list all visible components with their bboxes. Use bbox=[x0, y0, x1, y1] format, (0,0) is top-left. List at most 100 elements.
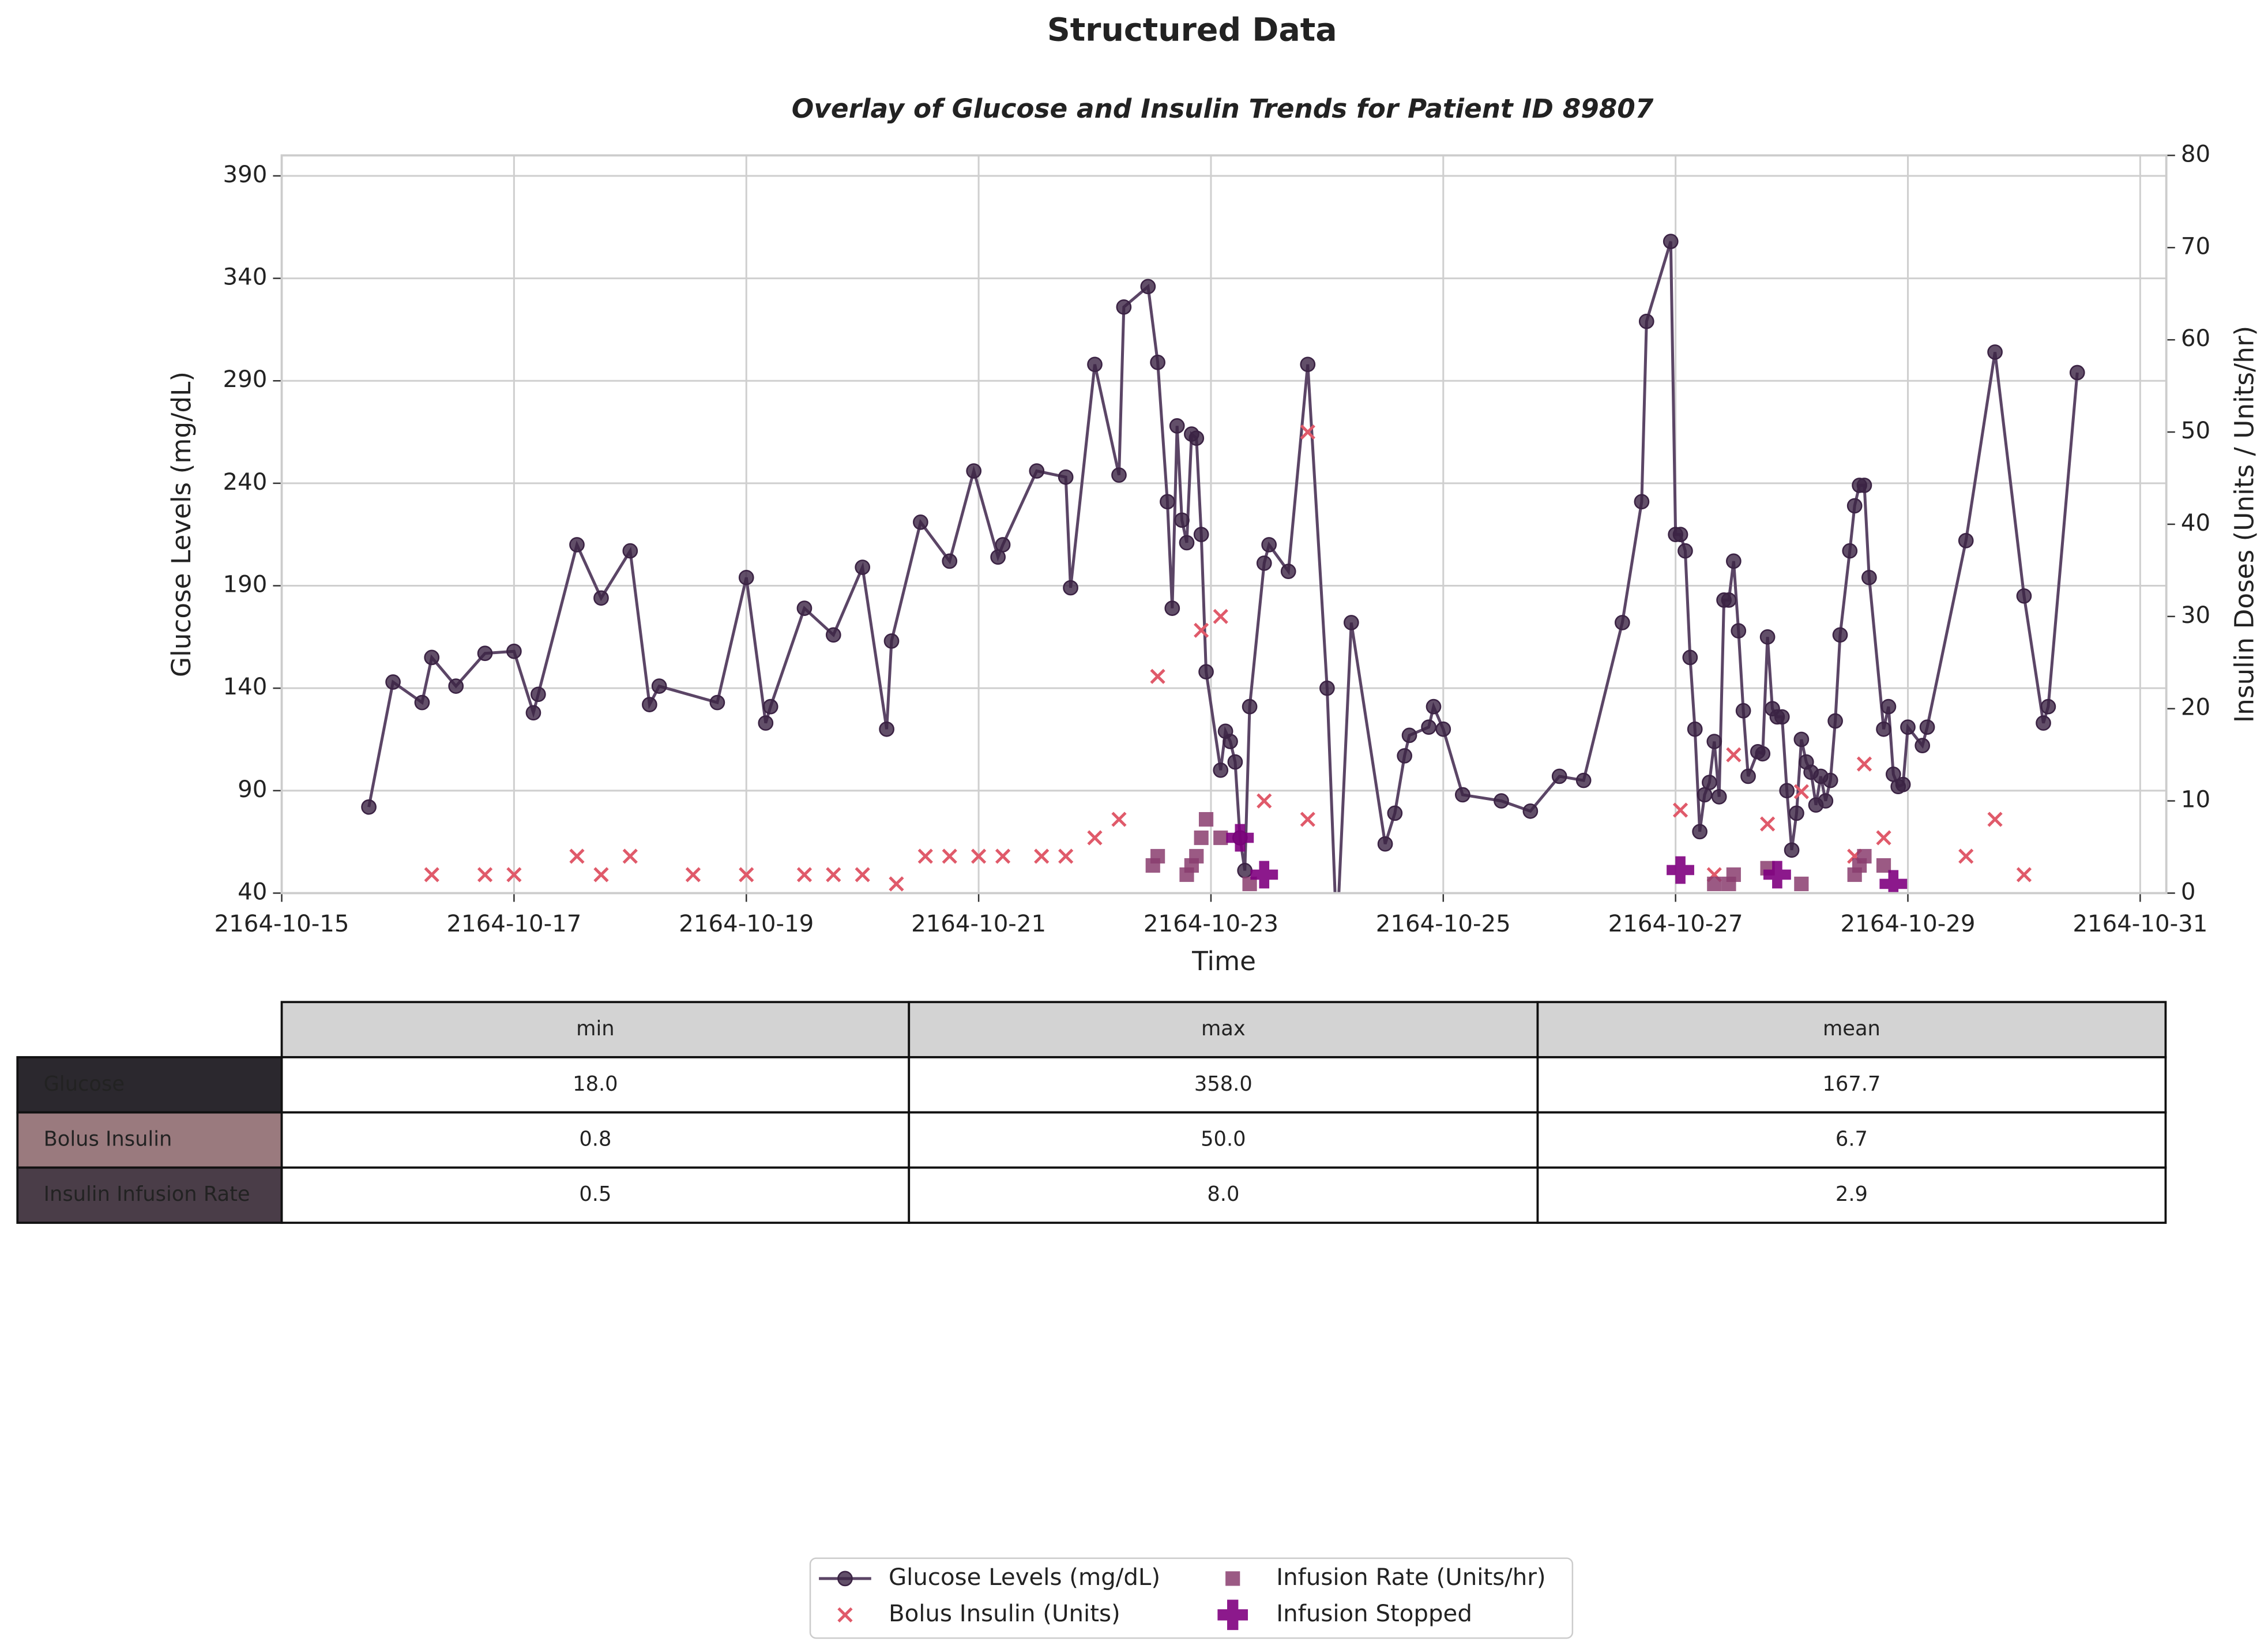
glucose-point bbox=[593, 590, 609, 606]
glucose-point bbox=[1435, 721, 1451, 737]
legend-marker bbox=[837, 1571, 853, 1587]
glucose-point bbox=[1818, 793, 1834, 809]
glucose-point bbox=[1832, 627, 1848, 643]
glucose-point bbox=[651, 678, 667, 694]
glucose-point bbox=[1387, 805, 1403, 821]
bolus-point bbox=[1759, 816, 1776, 832]
glucose-point bbox=[1880, 698, 1897, 715]
y-axis-label: Glucose Levels (mg/dL) bbox=[166, 371, 197, 677]
bolus-point bbox=[942, 848, 957, 864]
bolus-point bbox=[477, 867, 493, 882]
glucose-point bbox=[738, 569, 754, 585]
glucose-point bbox=[1455, 787, 1470, 803]
bolus-point bbox=[1876, 830, 1891, 846]
glucose-point bbox=[1179, 535, 1195, 551]
glucose-point bbox=[1682, 649, 1698, 666]
glucose-point bbox=[1111, 467, 1127, 483]
glucose-point bbox=[1242, 698, 1258, 715]
cell-text: 6.7 bbox=[1836, 1127, 1868, 1151]
glucose-point bbox=[1856, 478, 1872, 493]
bolus-point bbox=[739, 867, 754, 882]
cell-text: 50.0 bbox=[1201, 1127, 1246, 1151]
glucose-point bbox=[825, 627, 841, 643]
glucose-point bbox=[1426, 698, 1442, 715]
table-cell bbox=[1536, 1111, 2167, 1169]
glucose-point bbox=[942, 553, 958, 569]
y2-tick-label: 70 bbox=[2181, 233, 2210, 260]
series-points bbox=[1145, 812, 1891, 892]
infusion-point bbox=[1213, 830, 1228, 846]
glucose-point bbox=[2069, 365, 2085, 381]
table-cell bbox=[1536, 1166, 2167, 1224]
glucose-point bbox=[1188, 430, 1205, 446]
glucose-point bbox=[1822, 772, 1838, 788]
stopped-point bbox=[1250, 861, 1278, 889]
glucose-point bbox=[2016, 588, 2032, 604]
stats-table: min max mean Glucose 18.0 358.0 167.7 Bolus Ins… bbox=[16, 1001, 2167, 1224]
glucose-point bbox=[1029, 463, 1045, 479]
bolus-point bbox=[1150, 668, 1165, 684]
bolus-point bbox=[1111, 812, 1127, 827]
glucose-point bbox=[1793, 731, 1810, 748]
bolus-point bbox=[1213, 608, 1228, 624]
glucose-point bbox=[1160, 494, 1175, 510]
y-tick-label: 240 bbox=[223, 469, 267, 495]
glucose-point bbox=[1842, 543, 1858, 559]
bolus-point bbox=[995, 848, 1011, 864]
glucose-point bbox=[414, 694, 430, 711]
y2-tick-label: 30 bbox=[2181, 602, 2210, 629]
glucose-point bbox=[1213, 762, 1229, 778]
glucose-point bbox=[1261, 537, 1277, 553]
bolus-point bbox=[917, 848, 933, 864]
series-points bbox=[1226, 824, 1908, 893]
glucose-point bbox=[1319, 680, 1335, 696]
glucose-point bbox=[758, 715, 774, 731]
glucose-point bbox=[385, 674, 401, 690]
glucose-point bbox=[1494, 793, 1509, 809]
x-tick-label: 2164-10-23 bbox=[1144, 911, 1278, 937]
glucose-point bbox=[1300, 356, 1316, 373]
glucose-point bbox=[1774, 709, 1790, 725]
glucose-point bbox=[1634, 494, 1650, 510]
x-axis-label: Time bbox=[1191, 946, 1256, 976]
bolus-point bbox=[593, 867, 609, 882]
glucose-point bbox=[477, 645, 493, 662]
row-label-cell bbox=[16, 1166, 283, 1224]
plot bbox=[361, 234, 2085, 893]
infusion-point bbox=[1707, 876, 1722, 892]
glucose-point bbox=[855, 559, 871, 575]
legend-label: Infusion Rate (Units/hr) bbox=[1276, 1564, 1545, 1591]
glucose-point bbox=[622, 543, 638, 559]
glucose-point bbox=[1895, 776, 1911, 792]
cell-text: 0.8 bbox=[579, 1127, 611, 1151]
glucose-point bbox=[1377, 836, 1393, 852]
page-title: Structured Data bbox=[1047, 12, 1337, 49]
bolus-point bbox=[855, 867, 870, 882]
bolus-point bbox=[971, 848, 987, 864]
infusion-point bbox=[1857, 848, 1872, 864]
bolus-point bbox=[1672, 802, 1688, 818]
legend-label: Bolus Insulin (Units) bbox=[889, 1601, 1120, 1627]
glucose-point bbox=[1784, 842, 1800, 858]
table-cell bbox=[908, 1166, 1539, 1224]
glucose-point bbox=[1779, 783, 1795, 799]
glucose-point bbox=[883, 633, 900, 649]
glucose-point bbox=[966, 463, 982, 479]
glucose-point bbox=[1692, 824, 1707, 840]
glucose-point bbox=[1711, 789, 1727, 805]
glucose-point bbox=[1174, 512, 1190, 528]
glucose-point bbox=[1726, 553, 1742, 569]
glucose-point bbox=[913, 514, 928, 530]
row-label: Insulin Infusion Rate bbox=[44, 1182, 250, 1206]
glucose-point bbox=[1140, 279, 1156, 295]
glucose-point bbox=[531, 686, 546, 703]
x-tick-label: 2164-10-19 bbox=[679, 911, 814, 937]
cell-text: 2.9 bbox=[1836, 1182, 1868, 1206]
glucose-point bbox=[1846, 498, 1863, 514]
glucose-point bbox=[525, 705, 541, 721]
x-tick-label: 2164-10-15 bbox=[215, 911, 349, 937]
glucose-point bbox=[1919, 719, 1935, 735]
glucose-point bbox=[1861, 569, 1877, 585]
y2-tick-label: 0 bbox=[2181, 878, 2196, 905]
header-cell bbox=[908, 1001, 1539, 1058]
